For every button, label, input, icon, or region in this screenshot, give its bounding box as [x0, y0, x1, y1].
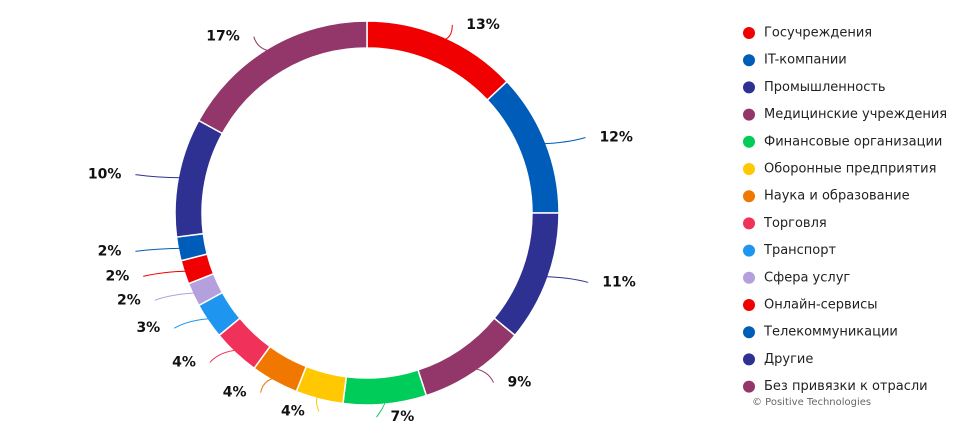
value-label: 3%: [136, 320, 160, 336]
legend-marker: [743, 326, 755, 339]
legend-label: Наука и образование: [764, 189, 910, 204]
value-label: 12%: [599, 130, 633, 146]
leader-line: [541, 137, 586, 145]
legend-label: Транспорт: [763, 243, 837, 258]
value-label: 2%: [117, 292, 141, 308]
value-label: 10%: [88, 167, 122, 183]
leader-line: [173, 318, 212, 329]
legend-label: Сфера услуг: [764, 270, 850, 285]
value-label: 13%: [466, 17, 500, 33]
value-label: 7%: [391, 409, 415, 425]
leader-line: [209, 349, 239, 363]
legend-label: Промышленность: [764, 80, 886, 95]
legend-label: Медицинские учреждения: [764, 107, 947, 122]
donut-segment: [174, 119, 224, 238]
leader-line: [135, 174, 183, 179]
legend-marker: [743, 54, 755, 67]
donut-segment: [417, 317, 516, 397]
legend-label: Без привязки к отрасли: [764, 379, 928, 394]
value-label: 9%: [508, 375, 532, 391]
legend-marker: [743, 244, 755, 257]
legend-marker: [743, 353, 755, 366]
legend-marker: [743, 380, 755, 393]
donut-segment: [197, 20, 368, 135]
value-label: 4%: [172, 354, 196, 370]
leader-line: [543, 276, 589, 283]
leader-line: [253, 36, 272, 52]
leader-line: [154, 292, 197, 301]
leader-line: [441, 24, 453, 41]
leader-line: [260, 377, 277, 393]
value-label: 17%: [206, 29, 240, 45]
donut-segment: [486, 80, 560, 214]
value-label: 4%: [281, 404, 305, 420]
leader-line: [472, 367, 494, 383]
legend-marker: [743, 299, 755, 311]
legend-label: Торговля: [763, 216, 827, 231]
legend-label: Онлайн-сервисы: [764, 298, 878, 313]
legend-marker: [743, 27, 755, 39]
legend-label: Телекоммуникации: [763, 325, 898, 340]
leader-line: [316, 394, 321, 412]
value-label: 4%: [223, 385, 247, 401]
legend-label: IT-компании: [764, 53, 847, 68]
legend-label: Финансовые организации: [764, 134, 942, 149]
legend-label: Другие: [764, 352, 813, 367]
legend-marker: [743, 190, 755, 203]
value-label: 2%: [98, 243, 122, 259]
donut-segment: [342, 368, 428, 406]
donut-segment: [493, 212, 560, 337]
legend-marker: [743, 135, 755, 148]
legend-marker: [743, 108, 755, 121]
legend-label: Оборонные предприятия: [764, 162, 936, 177]
legend-label: Госучреждения: [764, 26, 872, 41]
legend-marker: [743, 163, 755, 175]
legend-marker: [743, 217, 755, 230]
legend-marker: [743, 81, 755, 94]
legend-marker: [743, 271, 755, 284]
leader-line: [143, 270, 189, 277]
value-label: 2%: [105, 268, 129, 284]
leader-line: [135, 247, 183, 252]
value-label: 11%: [602, 274, 636, 290]
leader-line: [376, 399, 386, 418]
source-note: © Positive Technologies: [752, 397, 871, 408]
